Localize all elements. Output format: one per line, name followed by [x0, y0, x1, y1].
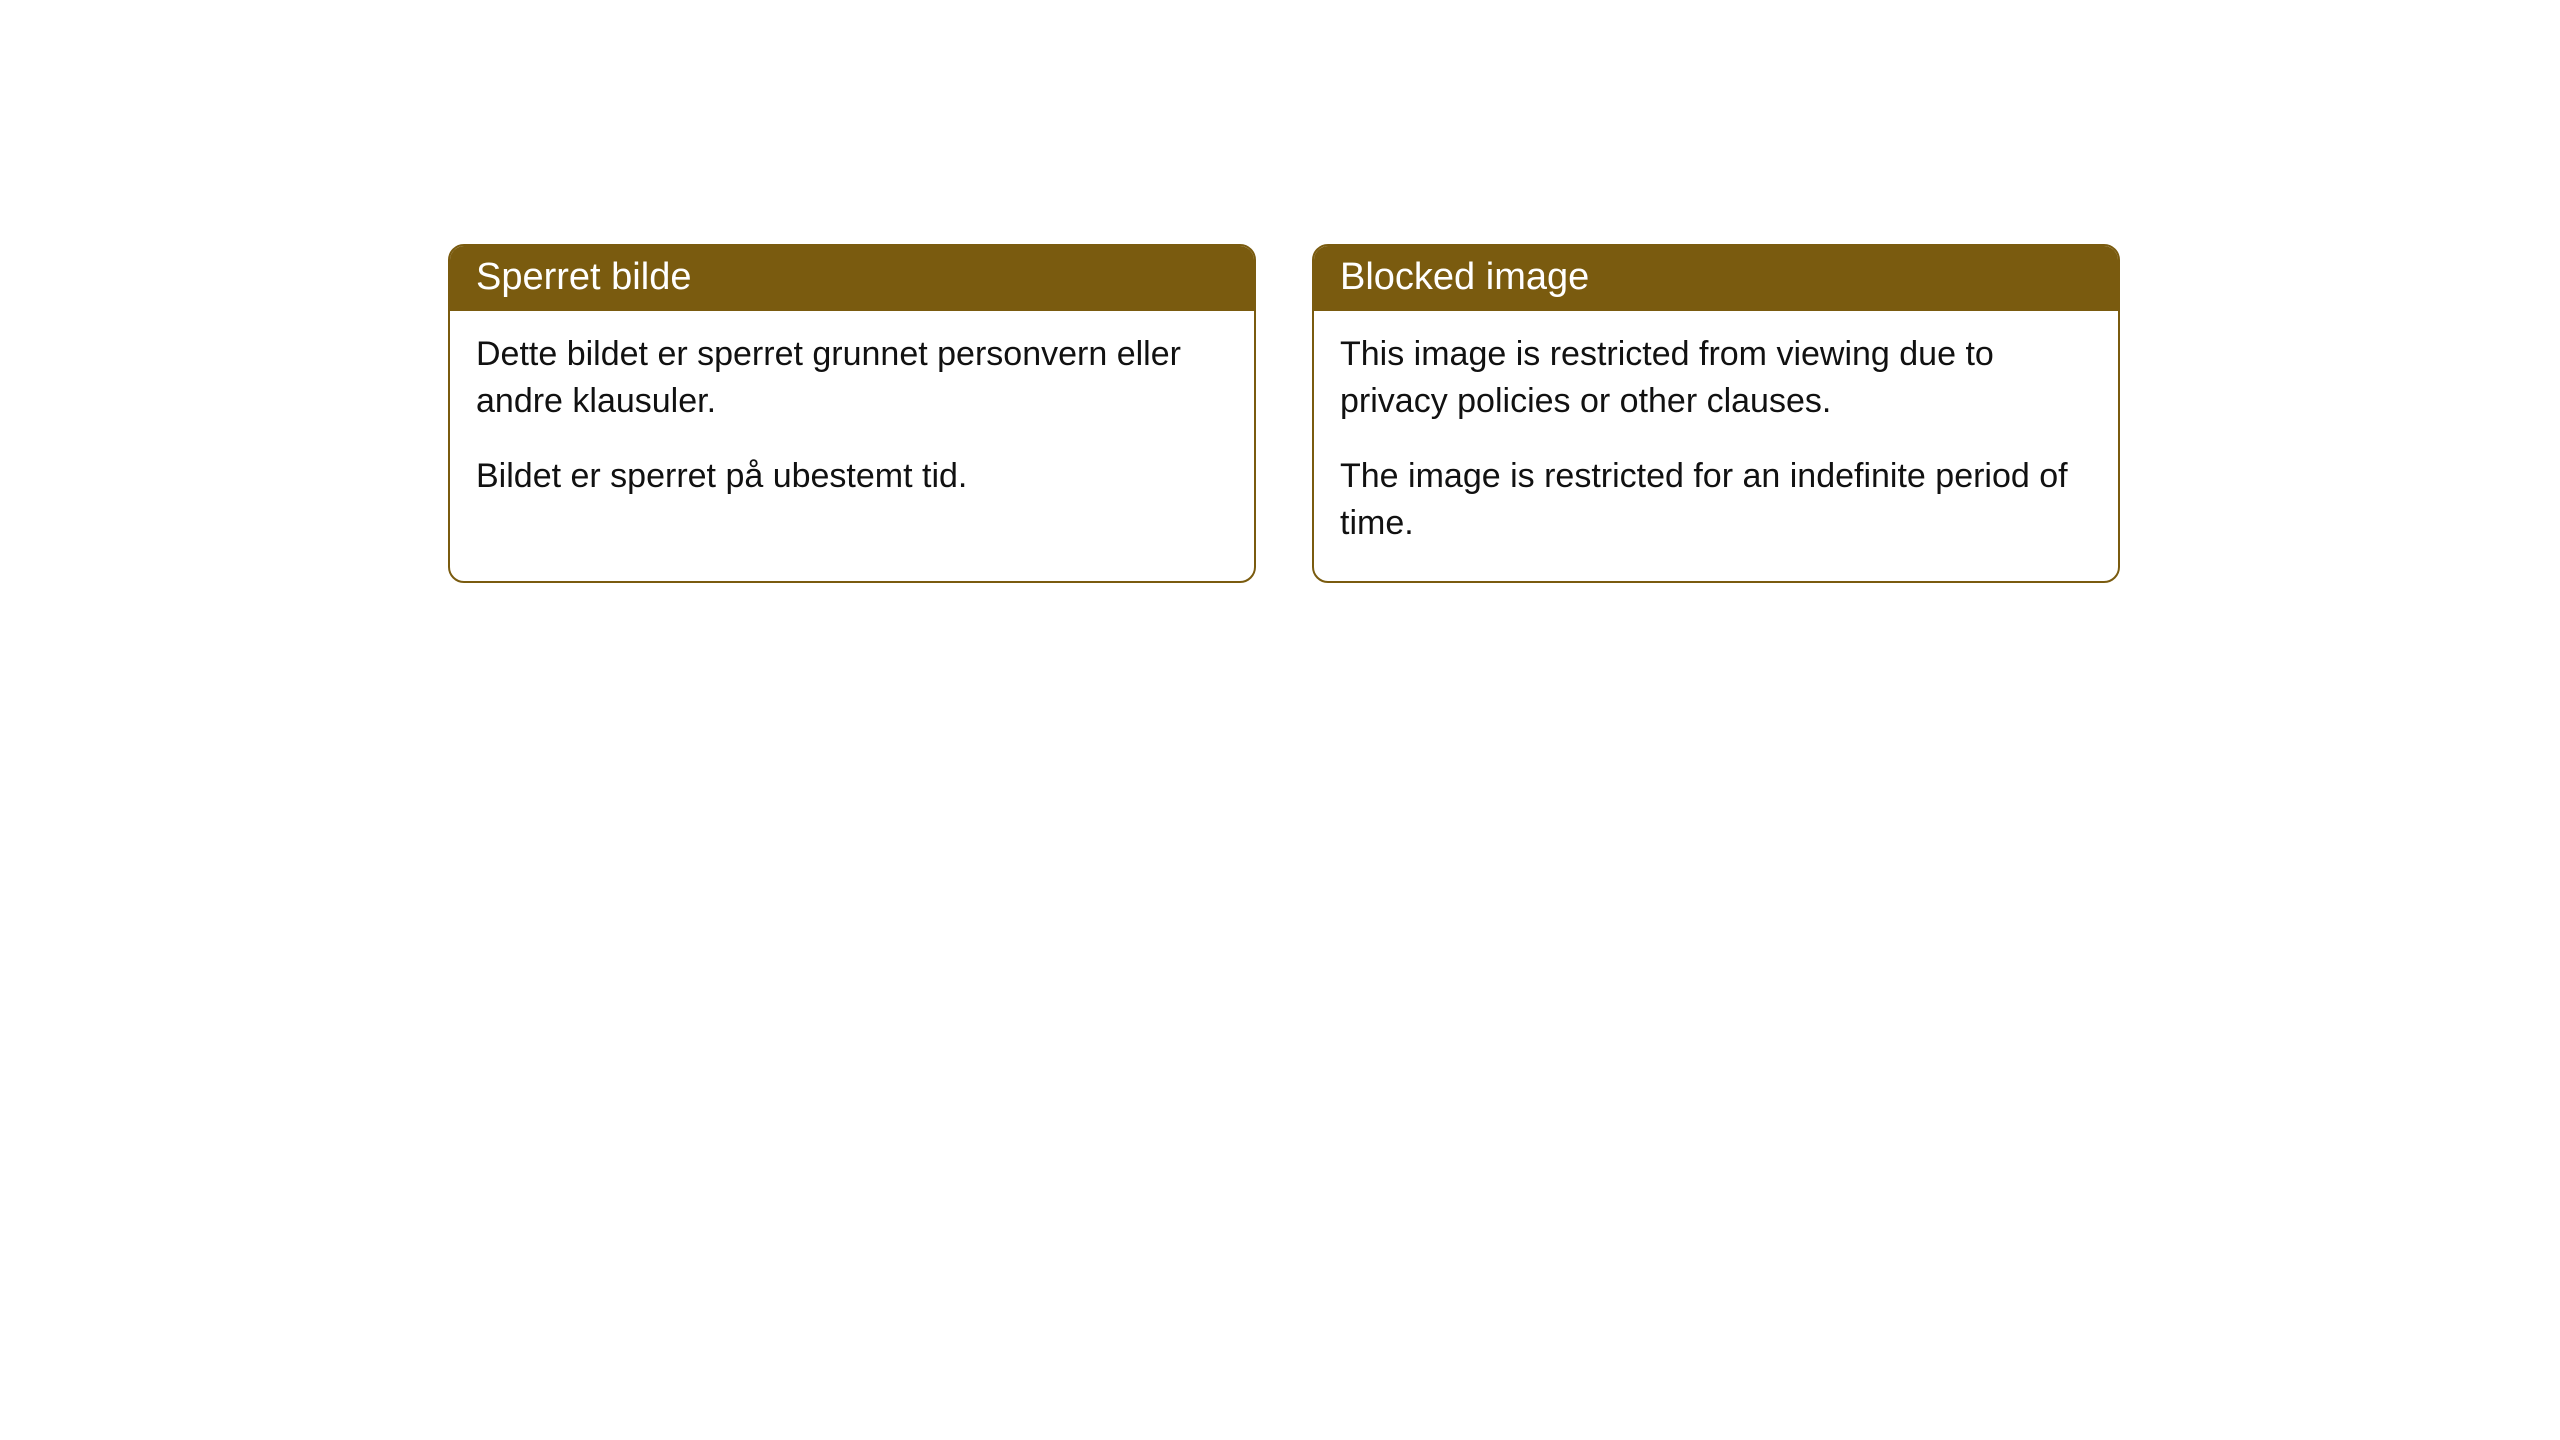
notice-para2-no: Bildet er sperret på ubestemt tid. — [476, 453, 1228, 500]
notice-container: Sperret bilde Dette bildet er sperret gr… — [448, 244, 2120, 583]
notice-para1-no: Dette bildet er sperret grunnet personve… — [476, 331, 1228, 425]
notice-card-en: Blocked image This image is restricted f… — [1312, 244, 2120, 583]
notice-para1-en: This image is restricted from viewing du… — [1340, 331, 2092, 425]
notice-header-en: Blocked image — [1314, 246, 2118, 311]
notice-card-no: Sperret bilde Dette bildet er sperret gr… — [448, 244, 1256, 583]
notice-header-no: Sperret bilde — [450, 246, 1254, 311]
notice-body-no: Dette bildet er sperret grunnet personve… — [450, 311, 1254, 534]
notice-para2-en: The image is restricted for an indefinit… — [1340, 453, 2092, 547]
notice-body-en: This image is restricted from viewing du… — [1314, 311, 2118, 581]
